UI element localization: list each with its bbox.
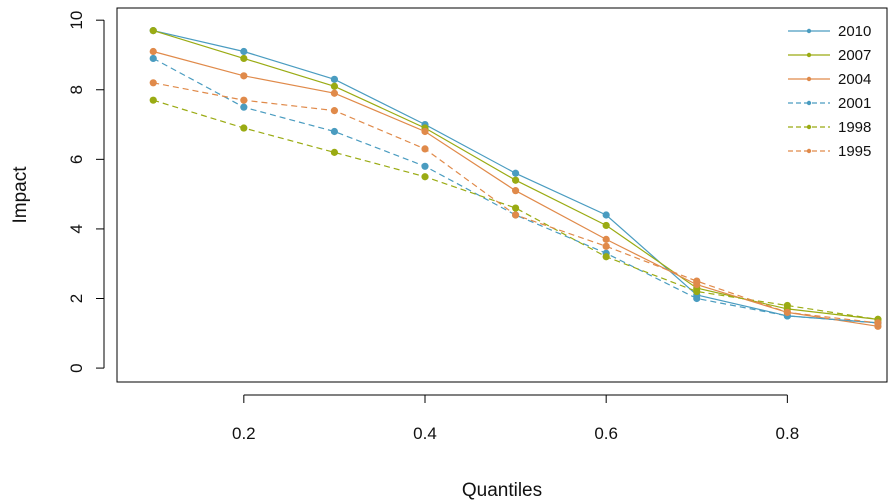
data-point bbox=[693, 277, 701, 285]
data-point bbox=[330, 75, 339, 83]
legend-label: 2007 bbox=[838, 47, 871, 64]
data-point bbox=[240, 103, 248, 111]
data-point bbox=[330, 89, 339, 97]
legend-marker bbox=[806, 124, 812, 130]
legend-marker bbox=[806, 76, 812, 82]
legend-item: 1995 bbox=[788, 143, 871, 160]
data-point bbox=[602, 242, 610, 250]
data-point bbox=[693, 294, 701, 303]
y-axis: 0 2 4 6 8 10 bbox=[67, 11, 105, 373]
series-2004 bbox=[149, 47, 882, 330]
data-point bbox=[149, 96, 157, 104]
data-point bbox=[783, 308, 791, 317]
data-point bbox=[511, 204, 520, 212]
x-tick-label: 0.6 bbox=[594, 424, 618, 443]
y-axis-title: Impact bbox=[10, 166, 31, 224]
x-axis-title: Quantiles bbox=[462, 480, 542, 501]
legend-item: 2004 bbox=[788, 71, 871, 88]
data-point bbox=[240, 47, 248, 56]
legend-marker bbox=[806, 148, 812, 154]
x-tick-label: 0.8 bbox=[776, 424, 800, 443]
data-point bbox=[602, 235, 610, 243]
legend-label: 1998 bbox=[838, 119, 871, 136]
plot-frame bbox=[116, 7, 888, 383]
data-point bbox=[511, 176, 520, 184]
data-point bbox=[149, 47, 157, 56]
x-tick-label: 0.4 bbox=[413, 424, 437, 443]
legend-item: 2001 bbox=[788, 95, 871, 112]
y-tick-label: 2 bbox=[67, 294, 86, 303]
data-point bbox=[240, 72, 248, 80]
data-point bbox=[421, 162, 429, 170]
legend-label: 2001 bbox=[838, 95, 871, 112]
data-point bbox=[149, 54, 157, 63]
data-point bbox=[602, 221, 610, 230]
series-1998 bbox=[149, 96, 882, 323]
data-point bbox=[149, 79, 157, 87]
data-point bbox=[511, 187, 520, 195]
legend-item: 1998 bbox=[788, 119, 871, 136]
legend-item: 2010 bbox=[788, 23, 871, 40]
series-line bbox=[152, 57, 878, 324]
data-point bbox=[240, 96, 248, 104]
series-line bbox=[153, 82, 878, 324]
data-point bbox=[602, 253, 610, 261]
y-tick-label: 10 bbox=[67, 11, 86, 30]
x-tick-label: 0.2 bbox=[232, 424, 256, 443]
data-point bbox=[421, 127, 429, 136]
data-point bbox=[330, 82, 339, 90]
data-point bbox=[783, 301, 791, 310]
data-point bbox=[421, 173, 429, 181]
legend-marker bbox=[806, 100, 812, 106]
legend-label: 2004 bbox=[838, 71, 871, 88]
legend-item: 2007 bbox=[788, 47, 871, 64]
x-axis: 0.2 0.4 0.6 0.8 bbox=[232, 394, 800, 443]
legend: 2010 2007 2004 2001 1998 1995 bbox=[788, 23, 871, 160]
data-point bbox=[693, 287, 701, 296]
legend-label: 2010 bbox=[838, 23, 871, 40]
data-point bbox=[421, 145, 429, 153]
legend-marker bbox=[806, 28, 812, 34]
data-point bbox=[240, 124, 248, 132]
data-point bbox=[602, 211, 610, 219]
y-tick-label: 6 bbox=[67, 155, 86, 164]
legend-label: 1995 bbox=[838, 143, 871, 160]
legend-marker bbox=[806, 52, 812, 58]
y-tick-label: 4 bbox=[67, 224, 86, 233]
y-tick-label: 8 bbox=[67, 85, 86, 94]
data-point bbox=[330, 148, 339, 156]
y-tick-label: 0 bbox=[67, 363, 86, 372]
series-1995 bbox=[149, 79, 882, 327]
data-point bbox=[511, 211, 520, 219]
data-point bbox=[240, 54, 248, 63]
data-point bbox=[874, 319, 882, 327]
data-point bbox=[330, 127, 339, 136]
data-point bbox=[149, 27, 157, 35]
series-layer bbox=[149, 27, 882, 330]
data-point bbox=[511, 169, 520, 177]
data-point bbox=[330, 107, 339, 115]
